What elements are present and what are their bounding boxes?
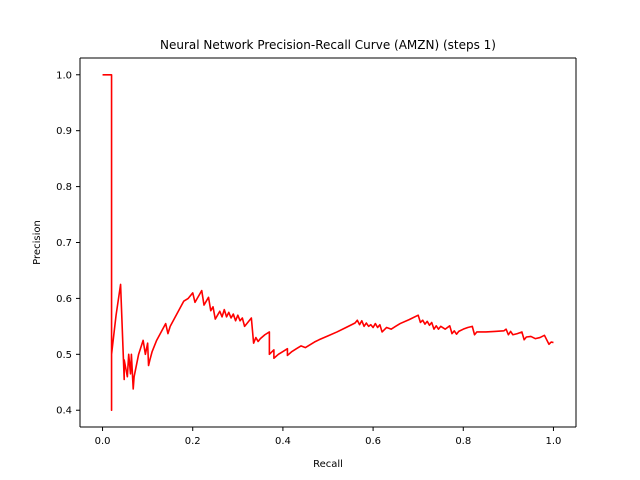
y-tick-label: 0.4: [56, 406, 72, 417]
y-tick-label: 0.8: [56, 182, 72, 193]
x-tick-label: 1.0: [546, 436, 562, 447]
y-axis-label: Precision: [32, 220, 43, 265]
x-tick-label: 0.8: [455, 436, 471, 447]
y-tick-label: 0.5: [56, 350, 72, 361]
y-axis-ticks: 0.4 0.5 0.6 0.7 0.8 0.9 1.0: [56, 70, 80, 417]
y-tick-label: 0.7: [56, 238, 72, 249]
x-tick-label: 0.0: [95, 436, 111, 447]
y-tick-label: 0.6: [56, 294, 72, 305]
y-tick-label: 1.0: [56, 70, 72, 81]
x-axis-label: Recall: [313, 459, 343, 470]
x-tick-label: 0.2: [185, 436, 201, 447]
x-axis-ticks: 0.0 0.2 0.4 0.6 0.8 1.0: [95, 427, 562, 447]
chart-title: Neural Network Precision-Recall Curve (A…: [160, 38, 496, 52]
plot-area: [80, 58, 576, 427]
y-tick-label: 0.9: [56, 126, 72, 137]
series-line-0: [102, 73, 554, 412]
x-tick-label: 0.6: [365, 436, 381, 447]
series-layer: [102, 73, 554, 412]
x-tick-label: 0.4: [275, 436, 291, 447]
